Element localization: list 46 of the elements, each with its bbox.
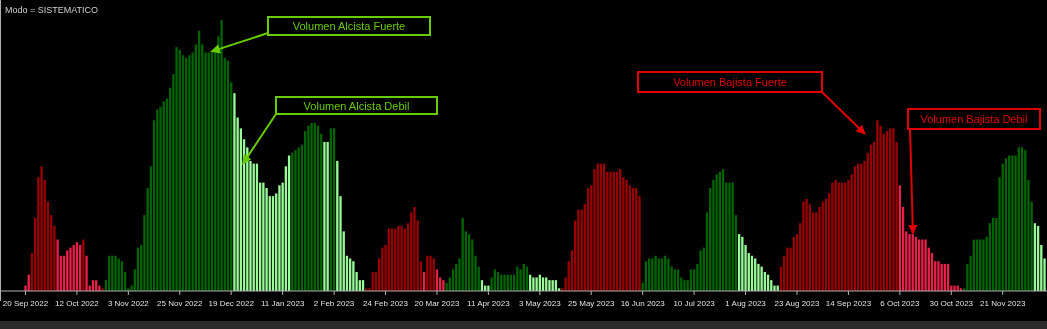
bar [924,239,927,291]
x-tick-label: 2 Feb 2023 [313,299,355,308]
x-tick-label: 6 Oct 2023 [880,299,920,308]
x-tick-label: 12 Oct 2022 [55,299,100,308]
bar [326,141,329,291]
x-tick-label: 1 Aug 2023 [725,299,767,308]
bar [85,255,88,291]
annotation: Volumen Alcista Debil [303,99,410,112]
x-tick-label: 23 Aug 2023 [774,299,821,308]
chart-title: Modo = SISTEMATICO [5,5,99,15]
bar [876,120,879,291]
x-tick-label: 20 Sep 2022 [2,299,49,308]
x-tick-label: 25 May 2023 [568,299,615,308]
x-tick-label: 19 Dec 2022 [208,299,255,308]
bar [760,266,763,291]
bar [323,141,326,291]
x-tick-label: 3 May 2023 [518,299,562,308]
bar [413,206,416,291]
bar [805,198,808,291]
x-tick-label: 10 Jul 2023 [673,299,716,308]
x-tick-label: 25 Nov 2022 [157,299,204,308]
bar [40,166,43,291]
bar [56,239,59,291]
x-tick-label: 3 Nov 2022 [107,299,150,308]
bar [220,20,223,291]
bar [577,209,580,291]
x-tick-label: 20 Mar 2023 [414,299,460,308]
x-tick-label: 24 Feb 2023 [363,299,409,308]
bar [233,93,236,291]
x-tick-label: 16 Jun 2023 [620,299,666,308]
x-tick-label: 21 Nov 2023 [980,299,1026,308]
bar [831,182,834,291]
bar [818,206,821,291]
x-tick-label: 14 Sep 2023 [825,299,872,308]
bar [802,201,805,291]
x-tick-label: 11 Jan 2023 [260,299,305,308]
annotation: Volumen Bajista Debil [920,113,1028,125]
bar [741,236,744,291]
bar [307,125,310,291]
x-tick-label: 11 Apr 2023 [467,299,511,308]
bar [625,179,628,291]
annotation: Volumen Alcista Fuerte [292,20,406,32]
bar [278,185,281,291]
bar [786,247,789,291]
annotation: Volumen Bajista Fuerte [673,76,787,88]
x-tick-label: 30 Oct 2023 [929,299,974,308]
